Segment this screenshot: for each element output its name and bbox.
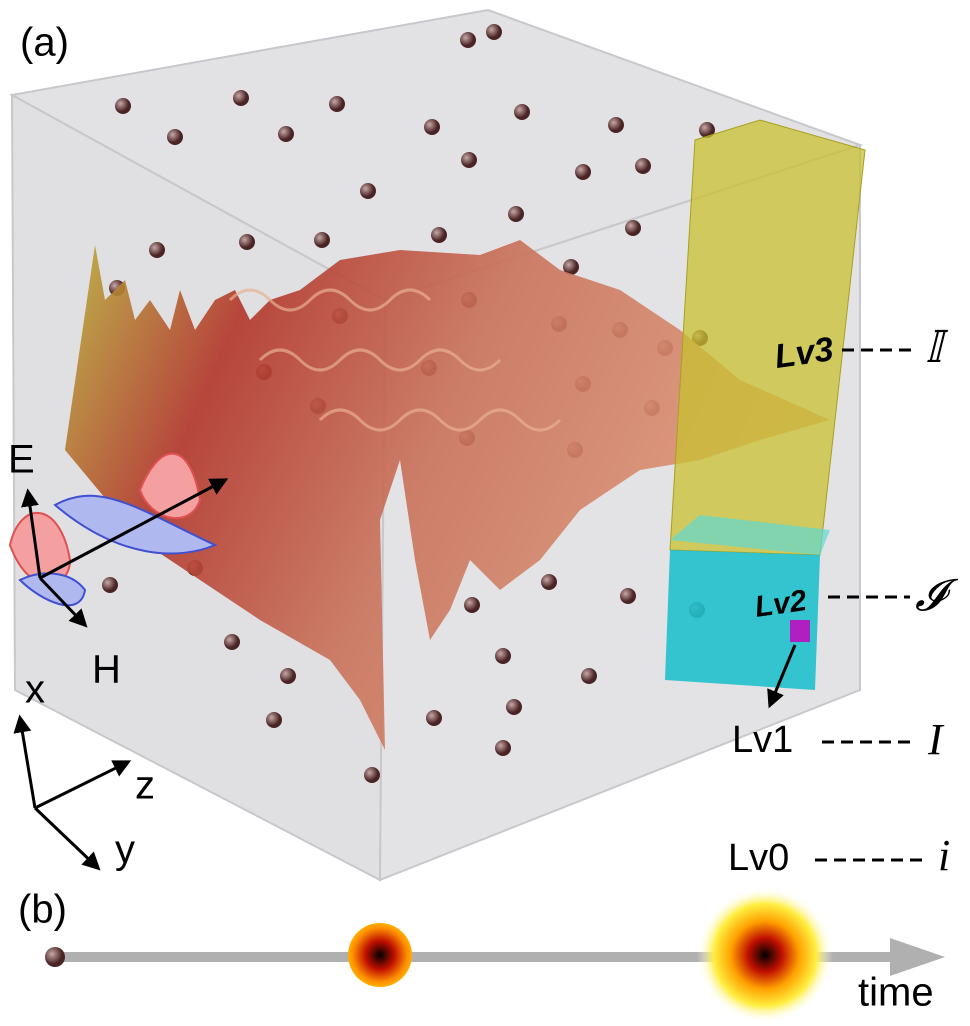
particle [581,668,597,684]
particle [620,588,636,604]
particle [608,117,624,133]
timeline [45,887,945,1023]
particle [329,96,345,112]
axis-label: z [135,764,155,808]
particle [514,104,530,120]
axis-label: time [858,971,934,1015]
wave-label: H [92,648,121,692]
particle [495,648,511,664]
em-wave [8,452,229,628]
particle [575,164,591,180]
particle [314,232,330,248]
axis-label: x [25,668,45,712]
particle [149,242,165,258]
particle [699,122,715,138]
particle [239,234,255,250]
axis-label: y [115,828,135,872]
level-name: Lv1 [732,719,793,761]
level-name: Lv0 [728,837,789,879]
wave-label: E [8,438,35,482]
level-name: Lv3 [772,330,835,376]
particle [541,574,557,590]
particle [426,710,442,726]
particle [635,158,651,174]
particle [495,740,511,756]
particle [563,259,579,275]
particle [460,32,476,48]
particle [508,206,524,222]
particle [266,712,282,728]
particle [102,577,118,593]
field-surface [65,240,830,750]
particle [115,98,131,114]
panel-label: (a) [20,21,69,65]
particle [464,597,480,613]
particle [424,119,440,135]
level-symbol: i [938,831,950,880]
particle [431,227,447,243]
level-name: Lv2 [753,584,809,624]
particle [506,699,522,715]
particle [461,152,477,168]
coordinate-axes [13,714,132,871]
level-symbol: I [927,715,945,764]
particle [278,126,294,142]
particle [364,767,380,783]
particle [280,668,296,684]
particle [486,24,502,40]
particle [224,634,240,650]
level-symbol: 𝓘 [915,571,959,620]
particle [625,220,641,236]
particle [167,129,183,145]
particle [233,90,249,106]
surface-ripples [228,288,562,432]
level-column [665,119,866,690]
lv1-pointer [767,644,797,709]
particle [360,183,376,199]
level-connectors [815,348,925,862]
level-symbol: 𝕀 [925,323,949,372]
panel-label: (b) [18,888,67,932]
